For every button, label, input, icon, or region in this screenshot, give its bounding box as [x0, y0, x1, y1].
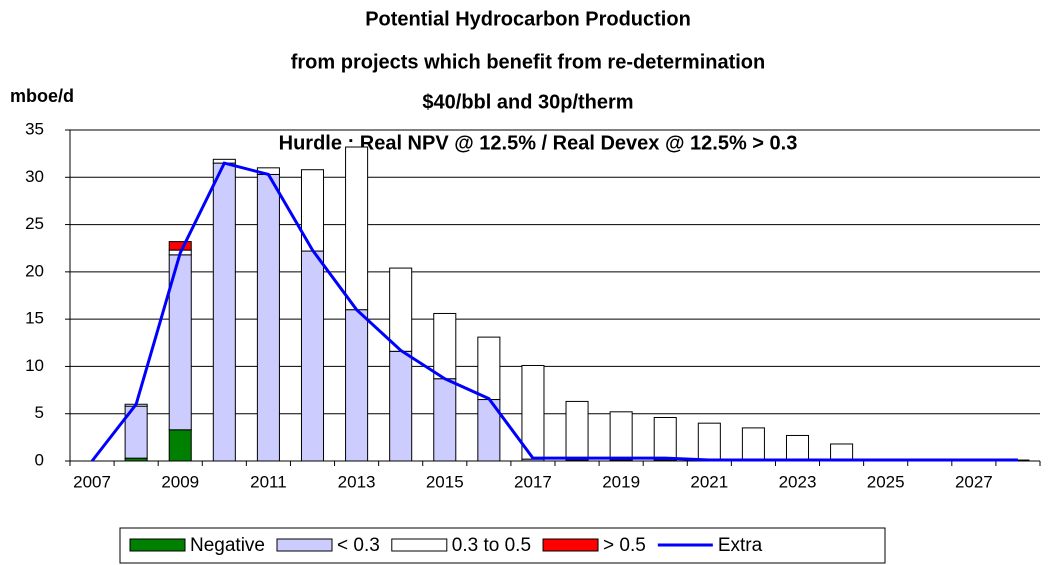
x-tick-label: 2015 [426, 472, 464, 491]
bar-segment [697, 422, 721, 462]
legend-box [119, 527, 886, 564]
bar-segment [433, 312, 457, 380]
x-tick-label: 2019 [602, 472, 640, 491]
bar-segment [477, 336, 501, 401]
chart-title: $40/bbl and 30p/therm [422, 91, 633, 113]
y-tick-label: 10 [25, 356, 44, 375]
bar-segment [256, 173, 280, 462]
x-tick-label: 2027 [955, 472, 993, 491]
bar-segment [609, 411, 633, 461]
legend-swatch [391, 538, 448, 552]
chart-subtitle: Hurdle : Real NPV @ 12.5% / Real Devex @… [279, 132, 798, 154]
x-tick-label: 2023 [779, 472, 817, 491]
x-tick-label: 2025 [867, 472, 905, 491]
bar-segment [433, 378, 457, 462]
legend-label: Negative [190, 535, 265, 556]
y-tick-label: 20 [25, 261, 44, 280]
x-tick-label: 2011 [250, 472, 287, 491]
bar-segment [300, 250, 325, 462]
chart-title: Potential Hydrocarbon Production [365, 8, 691, 30]
bar-segment [168, 241, 192, 251]
legend-label: 0.3 to 0.5 [452, 535, 531, 556]
bar-segment [212, 162, 236, 462]
x-tick-label: 2013 [338, 472, 376, 491]
bar-segment [653, 416, 677, 461]
line [90, 161, 1018, 462]
x-tick-label: 2021 [690, 472, 728, 491]
legend-label: Extra [718, 535, 763, 556]
x-tick-label: 2007 [73, 472, 111, 491]
bar-segment [830, 443, 854, 462]
bar-segment [168, 429, 192, 462]
y-tick-label: 0 [35, 450, 44, 469]
x-tick-label: 2009 [161, 472, 199, 491]
bar-segment [521, 364, 545, 460]
bar-segment [389, 350, 413, 462]
legend-swatch [129, 538, 186, 552]
legend-label: < 0.3 [337, 535, 380, 556]
y-tick-label: 30 [25, 167, 44, 186]
bar-segment [345, 146, 369, 311]
bar-segment [785, 434, 810, 462]
bar-segment [741, 427, 765, 462]
y-tick-label: 25 [25, 214, 44, 233]
chart-title: from projects which benefit from re-dete… [291, 51, 766, 73]
bar-segment [389, 267, 413, 352]
x-tick-label: 2017 [514, 472, 552, 491]
y-tick-label: 15 [25, 309, 44, 328]
bar-segment [345, 309, 369, 462]
y-tick-label: 35 [25, 119, 44, 138]
legend-label: > 0.5 [603, 535, 646, 556]
legend-swatch [542, 538, 599, 552]
legend-swatch [276, 538, 333, 552]
y-axis-label: mboe/d [10, 86, 74, 106]
bar-segment [565, 400, 589, 461]
y-tick-label: 5 [35, 403, 44, 422]
